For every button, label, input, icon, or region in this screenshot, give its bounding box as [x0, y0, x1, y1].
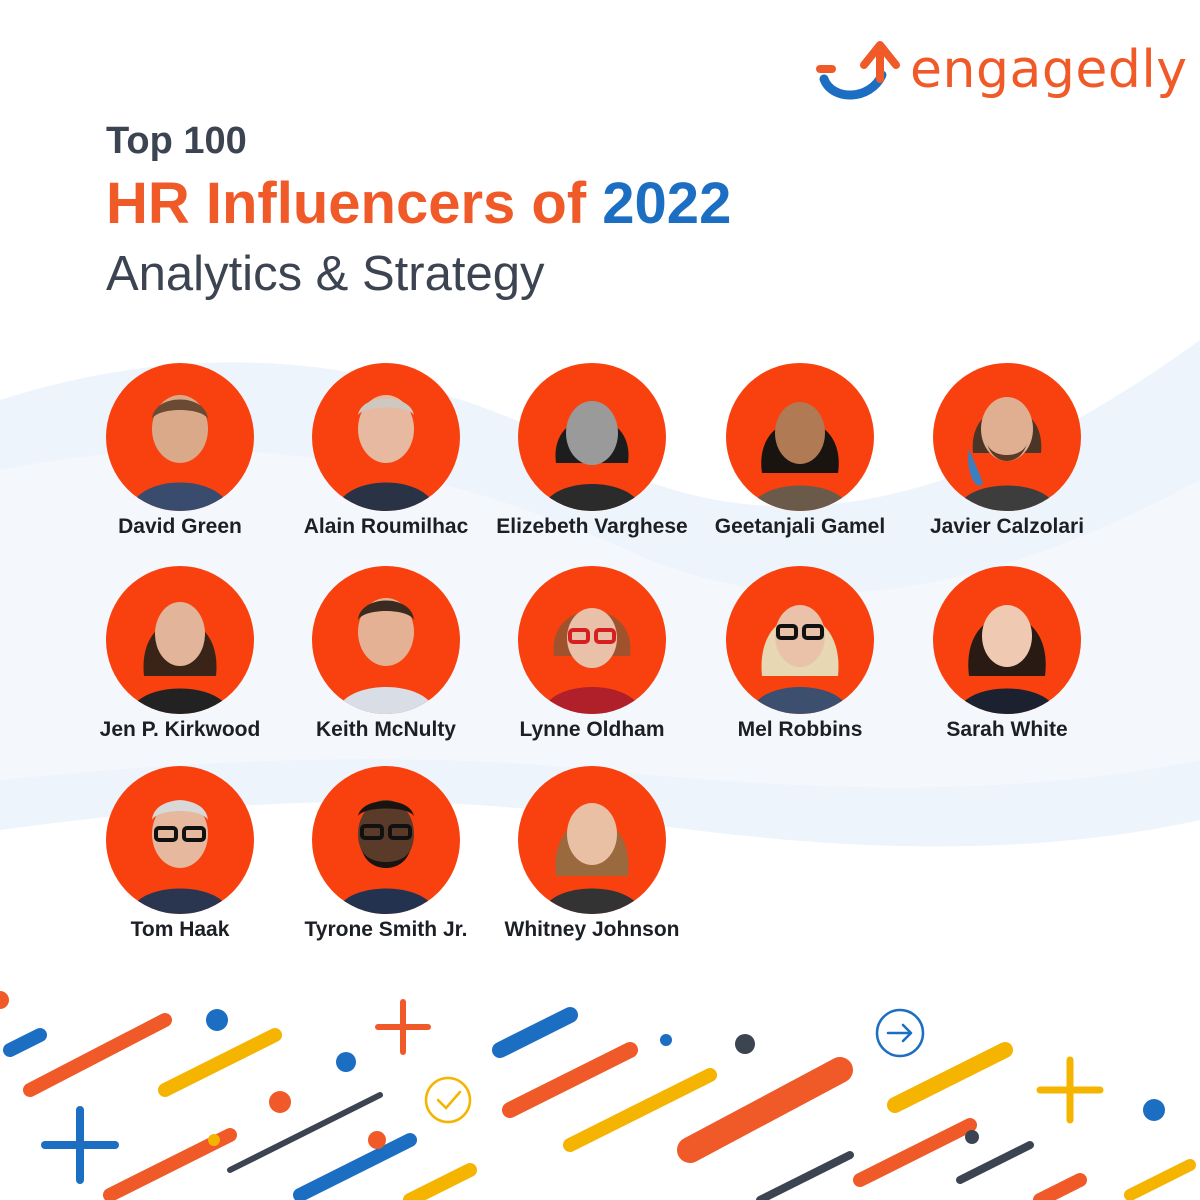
influencer-name: Sarah White — [946, 718, 1068, 741]
avatar — [726, 566, 874, 714]
influencer-name: David Green — [118, 515, 242, 538]
avatar — [933, 363, 1081, 511]
headline: Top 100 HR Influencers of 2022 Analytics… — [106, 116, 906, 308]
influencer-name: Mel Robbins — [737, 718, 863, 741]
avatar — [312, 566, 460, 714]
influencer-name: Keith McNulty — [315, 718, 456, 741]
plus-icon — [1036, 1056, 1104, 1124]
influencer-card: Tyrone Smith Jr. — [276, 766, 496, 966]
influencer-card: Javier Calzolari — [897, 363, 1117, 563]
influencer-card: David Green — [70, 363, 290, 563]
avatar — [106, 566, 254, 714]
influencer-card: Alain Roumilhac — [276, 363, 496, 563]
influencer-card: Geetanjali Gamel — [690, 363, 910, 563]
influencer-name: Lynne Oldham — [519, 718, 665, 741]
avatar — [312, 766, 460, 914]
influencer-card: Tom Haak — [70, 766, 290, 966]
influencer-name: Javier Calzolari — [929, 515, 1085, 538]
influencer-name: Tyrone Smith Jr. — [304, 918, 468, 941]
engagedly-logo-icon — [816, 41, 900, 100]
eyebrow-text: Top 100 — [106, 120, 247, 162]
title-year: 2022 — [602, 171, 732, 236]
influencer-name: Whitney Johnson — [504, 918, 680, 941]
plus-icon — [41, 1106, 119, 1184]
influencer-card: Sarah White — [897, 566, 1117, 766]
influencer-card: Jen P. Kirkwood — [70, 566, 290, 766]
avatar — [726, 363, 874, 511]
engagedly-wordmark: engagedly — [910, 40, 1188, 100]
check-circle-icon — [424, 1076, 472, 1124]
influencer-name: Alain Roumilhac — [303, 515, 469, 538]
influencer-name: Tom Haak — [130, 918, 230, 941]
influencer-card: Mel Robbins — [690, 566, 910, 766]
influencer-card: Lynne Oldham — [482, 566, 702, 766]
avatar — [106, 766, 254, 914]
page-title: HR Influencers of 2022 — [106, 168, 906, 240]
influencer-card: Whitney Johnson — [482, 766, 702, 966]
arrow-circle-icon — [875, 1008, 925, 1058]
influencer-name: Geetanjali Gamel — [714, 515, 886, 538]
influencer-name: Jen P. Kirkwood — [99, 718, 261, 741]
title-text: HR Influencers of — [106, 171, 587, 236]
influencer-name: Elizebeth Varghese — [496, 515, 688, 538]
page-subtitle: Analytics & Strategy — [106, 247, 545, 301]
avatar — [518, 566, 666, 714]
avatar — [106, 363, 254, 511]
decorative-pattern — [0, 991, 1196, 1200]
avatar — [518, 766, 666, 914]
plus-icon — [375, 999, 431, 1055]
influencer-card: Keith McNulty — [276, 566, 496, 766]
influencer-card: Elizebeth Varghese — [482, 363, 702, 563]
avatar — [933, 566, 1081, 714]
avatar — [312, 363, 460, 511]
avatar — [518, 363, 666, 511]
engagedly-logo: engagedly — [812, 30, 1187, 110]
